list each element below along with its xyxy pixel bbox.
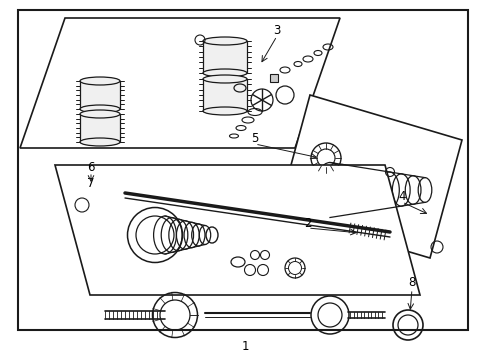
Ellipse shape (80, 110, 120, 118)
Text: 2: 2 (304, 216, 311, 230)
Ellipse shape (310, 188, 315, 193)
Bar (80, 81, 120, 109)
Ellipse shape (315, 196, 320, 201)
Text: 5: 5 (251, 131, 258, 144)
Text: 3: 3 (273, 23, 280, 36)
Text: 1: 1 (241, 341, 248, 354)
Ellipse shape (203, 75, 246, 83)
Bar (203, 79, 246, 111)
Ellipse shape (80, 77, 120, 85)
Text: 6: 6 (87, 161, 95, 174)
Polygon shape (20, 18, 339, 148)
Polygon shape (55, 165, 419, 295)
Text: 8: 8 (407, 276, 415, 289)
Bar (269, 74, 278, 82)
Ellipse shape (203, 107, 246, 115)
Ellipse shape (80, 138, 120, 146)
Ellipse shape (315, 179, 320, 184)
Text: 4: 4 (397, 189, 405, 202)
Bar (18, 10, 467, 330)
Ellipse shape (203, 69, 246, 77)
Bar (203, 41, 246, 73)
Ellipse shape (325, 196, 330, 201)
Ellipse shape (325, 179, 330, 184)
Text: 7: 7 (87, 176, 95, 189)
Ellipse shape (330, 188, 335, 193)
Bar (80, 114, 120, 142)
Polygon shape (278, 95, 461, 258)
Ellipse shape (80, 105, 120, 113)
Ellipse shape (203, 37, 246, 45)
